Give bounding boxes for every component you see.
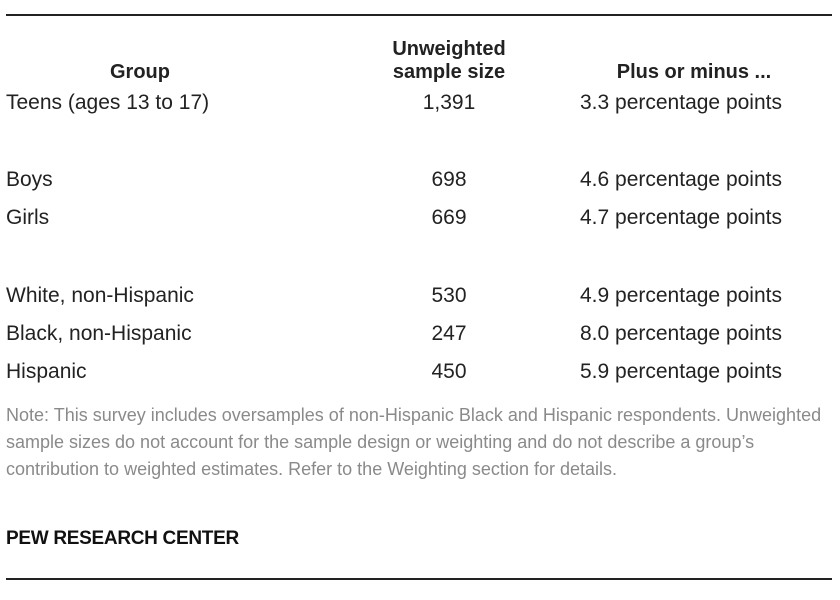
margin-cell: 4.9 percentage points [580,284,782,307]
bottom-rule [6,578,832,580]
sample-size-header-line2: sample size [392,61,506,83]
table-row: Black, non-Hispanic 247 8.0 percentage p… [0,319,840,349]
note-text: Note: This survey includes oversamples o… [6,405,822,479]
sample-size-cell: 669 [431,206,467,229]
table-header: Group Unweighted sample size Plus or min… [0,34,840,84]
margin-column-header: Plus or minus ... [616,61,772,83]
sample-size-cell: 247 [431,322,467,345]
group-cell: Hispanic [6,360,87,383]
table-row: Hispanic 450 5.9 percentage points [0,357,840,387]
sample-size-cell: 698 [431,168,467,191]
group-cell: Black, non-Hispanic [6,322,192,345]
table-row: Boys 698 4.6 percentage points [0,165,840,195]
source-label: PEW RESEARCH CENTER [6,528,239,549]
table-row: Girls 669 4.7 percentage points [0,203,840,233]
sample-size-header-line1: Unweighted [392,38,506,60]
top-rule [6,14,832,16]
sample-size-cell: 1,391 [422,91,476,114]
group-cell: Boys [6,168,53,191]
sample-size-column-header: Unweighted sample size [349,38,549,84]
margin-cell: 3.3 percentage points [580,91,782,114]
group-column-header: Group [110,61,170,83]
margin-cell: 4.6 percentage points [580,168,782,191]
sample-size-cell: 530 [431,284,467,307]
margin-cell: 4.7 percentage points [580,206,782,229]
sample-size-cell: 450 [431,360,467,383]
margin-cell: 8.0 percentage points [580,322,782,345]
table-row: Teens (ages 13 to 17) 1,391 3.3 percenta… [0,88,840,118]
margin-cell: 5.9 percentage points [580,360,782,383]
table-row: White, non-Hispanic 530 4.9 percentage p… [0,281,840,311]
group-cell: Girls [6,206,50,229]
group-cell: White, non-Hispanic [6,284,194,307]
group-cell: Teens (ages 13 to 17) [6,91,210,114]
